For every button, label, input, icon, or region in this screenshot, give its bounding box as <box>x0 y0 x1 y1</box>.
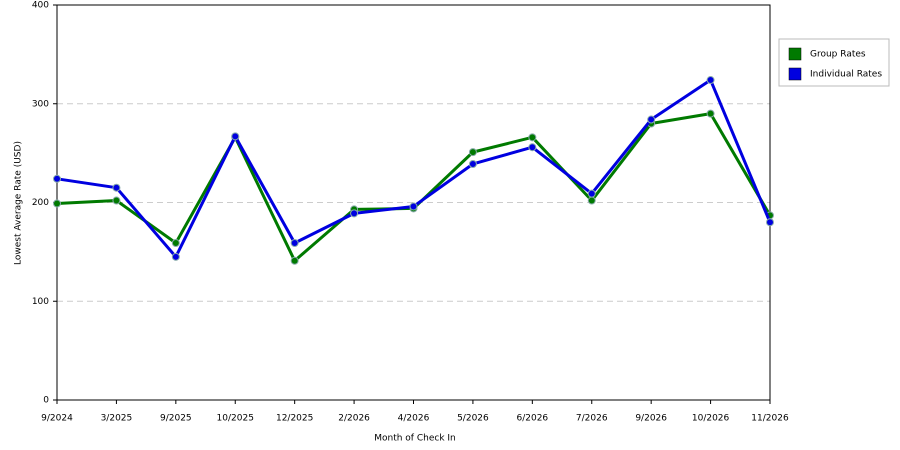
data-point <box>112 183 121 192</box>
legend-swatch <box>788 47 802 61</box>
x-tick-label: 12/2025 <box>276 414 313 424</box>
data-point <box>528 143 537 152</box>
y-tick-label: 300 <box>32 99 49 109</box>
y-axis-label: Lowest Average Rate (USD) <box>14 141 24 265</box>
y-tick-label: 400 <box>32 1 49 11</box>
x-tick-label: 5/2026 <box>457 414 489 424</box>
data-point <box>53 174 61 183</box>
data-point <box>290 256 299 265</box>
x-tick-label: 9/2025 <box>160 414 192 424</box>
x-tick-label: 4/2026 <box>398 414 430 424</box>
data-point <box>112 196 121 205</box>
x-tick-label: 10/2025 <box>217 414 254 424</box>
data-point <box>350 209 359 218</box>
legend-label: Group Rates <box>810 50 866 60</box>
y-tick-label: 100 <box>32 297 49 307</box>
data-point <box>171 252 180 261</box>
series-line <box>56 112 772 263</box>
x-tick-label: 6/2026 <box>516 414 548 424</box>
legend-label: Individual Rates <box>810 70 882 80</box>
x-tick-label: 10/2026 <box>692 414 730 424</box>
data-point <box>587 189 596 198</box>
data-point <box>528 133 537 142</box>
x-tick-label: 7/2026 <box>576 414 608 424</box>
x-tick-label: 3/2025 <box>101 414 133 424</box>
data-point <box>766 218 774 227</box>
x-axis-label: Month of Check In <box>374 434 456 444</box>
data-point <box>647 115 656 124</box>
data-point <box>468 159 477 168</box>
data-point <box>587 196 596 205</box>
data-point <box>290 238 299 247</box>
data-point <box>468 148 477 157</box>
data-point <box>706 76 715 85</box>
data-point <box>706 109 715 118</box>
data-point <box>409 202 418 211</box>
y-tick-label: 200 <box>32 198 49 208</box>
x-tick-label: 9/2024 <box>41 414 73 424</box>
data-point <box>53 199 61 208</box>
legend-swatch <box>788 67 802 81</box>
data-point <box>171 238 180 247</box>
y-tick-label: 0 <box>43 396 49 406</box>
x-tick-label: 2/2026 <box>338 414 370 424</box>
x-tick-label: 9/2026 <box>635 414 667 424</box>
data-point <box>231 132 240 141</box>
x-tick-label: 11/2026 <box>751 414 789 424</box>
series-line <box>56 78 772 259</box>
